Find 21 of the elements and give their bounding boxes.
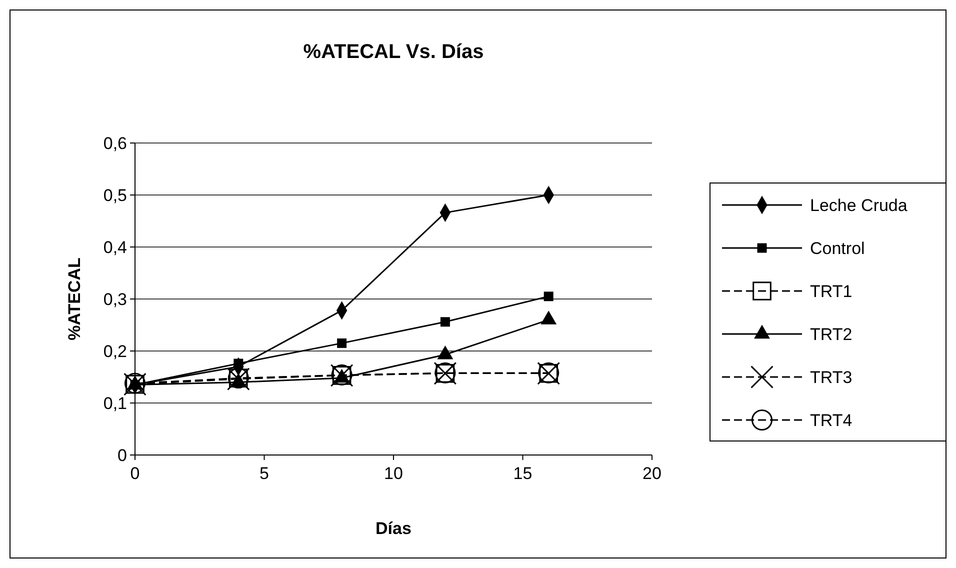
chart-title: %ATECAL Vs. Días	[303, 41, 484, 63]
y-tick-label: 0,3	[103, 290, 127, 309]
x-tick-label: 20	[642, 464, 662, 483]
legend-label: TRT2	[810, 324, 852, 344]
x-tick-label: 15	[513, 464, 532, 483]
legend-label: TRT1	[810, 282, 852, 301]
y-tick-label: 0,4	[103, 238, 127, 257]
x-tick-label: 5	[260, 464, 269, 483]
y-tick-label: 0,1	[103, 394, 127, 413]
legend-label: Leche Cruda	[810, 196, 908, 215]
legend-label: Control	[810, 238, 865, 258]
x-tick-label: 0	[130, 464, 140, 483]
x-axis-title: Días	[376, 519, 412, 538]
y-tick-label: 0	[118, 446, 127, 465]
y-tick-label: 0,2	[103, 342, 127, 361]
y-tick-label: 0,6	[103, 134, 127, 153]
legend-label: TRT3	[810, 368, 852, 387]
y-axis-title: %ATECAL	[65, 258, 84, 340]
x-tick-label: 10	[384, 464, 403, 483]
legend-label: TRT4	[810, 410, 852, 430]
y-tick-label: 0,5	[103, 186, 127, 205]
